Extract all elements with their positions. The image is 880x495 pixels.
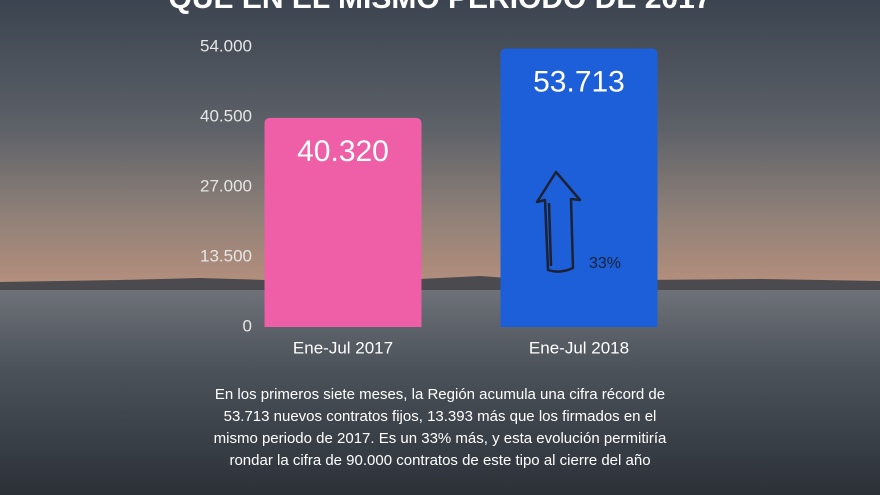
y-tick-label: 27.000	[200, 176, 252, 195]
value-label: 40.320	[297, 135, 389, 168]
bar	[264, 117, 422, 327]
value-label: 53.713	[533, 65, 625, 98]
caption-line: rondar la cifra de 90.000 contratos de e…	[229, 452, 650, 469]
plot-area: 0 13.500 27.000 40.500 54.000 40.320 Ene-Jul 2…	[200, 36, 658, 357]
y-tick-label: 0	[243, 316, 252, 335]
caption-line: En los primeros siete meses, la Región a…	[215, 386, 665, 403]
annotation: 33%	[589, 255, 621, 272]
x-tick-label: Ene-Jul 2018	[529, 338, 629, 357]
sky-background	[0, 0, 880, 285]
caption-line: 53.713 nuevos contratos fijos, 13.393 má…	[224, 408, 657, 425]
water-background	[0, 290, 880, 495]
caption-line: mismo periodo de 2017. Es un 33% más, y …	[214, 430, 667, 447]
x-tick-label: Ene-Jul 2017	[293, 338, 393, 357]
up-arrow	[535, 170, 582, 273]
y-tick-label: 40.500	[200, 106, 252, 125]
bar	[500, 48, 658, 327]
chart-title: QUE EN EL MISMO PERIODO DE 2017	[169, 0, 712, 15]
y-tick-label: 54.000	[200, 36, 252, 55]
y-tick-label: 13.500	[200, 246, 252, 265]
horizon	[0, 276, 880, 292]
